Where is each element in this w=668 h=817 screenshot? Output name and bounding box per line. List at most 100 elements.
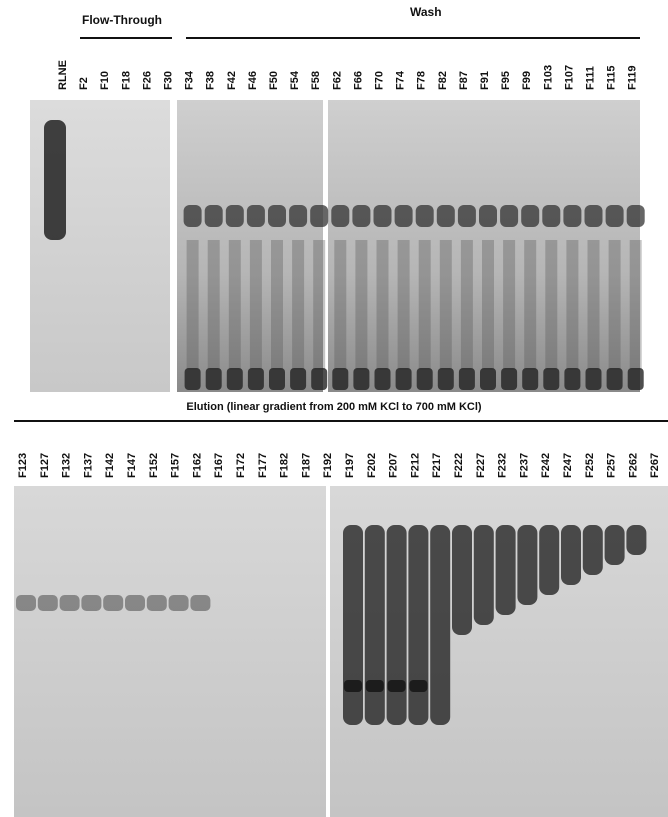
lane-label: F18 — [120, 71, 132, 90]
lane-label: F107 — [563, 65, 575, 90]
lane-label: F267 — [649, 453, 661, 478]
lane-label: F162 — [191, 453, 203, 478]
gel-smear — [561, 525, 581, 585]
gel-band — [37, 595, 58, 611]
gel-band — [374, 368, 391, 390]
gel-smear — [249, 240, 262, 370]
lane-label: F119 — [627, 66, 639, 90]
gel-smear — [582, 525, 603, 575]
lane-label: F50 — [268, 71, 280, 90]
gel-band — [605, 205, 624, 227]
gel-smear — [482, 240, 494, 370]
gel-smear — [626, 525, 647, 555]
gel-band — [394, 205, 413, 227]
lane-label: F207 — [388, 453, 400, 478]
gel-band — [16, 595, 36, 611]
gel-band — [373, 205, 392, 227]
gel-band — [168, 595, 189, 611]
gel-band — [146, 595, 167, 611]
lane-label: F58 — [310, 71, 322, 90]
gel-band — [352, 205, 371, 227]
gel-band — [564, 368, 581, 390]
gel-band — [184, 368, 201, 390]
gel-smear — [460, 240, 473, 370]
lane-label: F46 — [247, 71, 259, 90]
gel-band — [584, 205, 603, 227]
lane-label: F242 — [540, 453, 552, 478]
lane-label: F2 — [78, 77, 90, 90]
gel-smear — [292, 240, 305, 370]
gel-smear — [517, 525, 538, 605]
gel-smear — [397, 240, 410, 370]
elution-caption: Elution (linear gradient from 200 mM KCl… — [186, 401, 482, 413]
lane-label: F222 — [453, 453, 465, 478]
gel-band — [205, 368, 222, 390]
gel-band — [416, 368, 433, 390]
gel-band — [246, 205, 265, 227]
gel-band — [332, 368, 349, 390]
gel-band — [125, 595, 145, 611]
lane-label: F177 — [257, 453, 269, 478]
lane-label: F157 — [170, 453, 182, 478]
lane-label: RLNE — [57, 60, 69, 90]
gel-smear — [186, 240, 199, 370]
lane-label: F95 — [500, 71, 512, 90]
gel-band — [310, 205, 329, 227]
gel-smear — [566, 240, 579, 370]
lane-label: F87 — [458, 71, 470, 90]
lane-label: F82 — [437, 71, 449, 90]
gel-band — [500, 205, 519, 227]
lane-label: F132 — [61, 453, 73, 478]
lane-label: F127 — [39, 453, 51, 478]
gel-band — [626, 205, 645, 227]
lane-label: F167 — [213, 453, 225, 478]
lane-label: F262 — [627, 453, 639, 478]
gel-band — [458, 368, 475, 390]
gel-smear — [207, 240, 220, 370]
lane-label: F70 — [374, 71, 386, 90]
gel-smear — [608, 240, 621, 370]
gel-band — [387, 680, 406, 692]
gel-band — [103, 595, 124, 611]
lane-label: F152 — [148, 453, 160, 478]
lane-label: F38 — [205, 71, 217, 90]
gel-band — [331, 205, 350, 227]
gel-band — [395, 368, 412, 390]
lane-label: F187 — [300, 453, 312, 478]
gel-panel — [328, 100, 640, 392]
lane-label: F147 — [126, 453, 138, 478]
gel-smear — [228, 240, 241, 370]
gel-band — [204, 205, 223, 227]
gel-band — [457, 205, 476, 227]
gel-smear — [408, 525, 429, 725]
lane-label: F232 — [497, 453, 509, 478]
lane-label: F172 — [235, 453, 247, 478]
lane-label: F99 — [521, 71, 533, 90]
gel-panel — [177, 100, 323, 392]
gel-band — [344, 680, 362, 692]
gel-panel — [14, 486, 326, 817]
gel-band — [247, 368, 264, 390]
gel-band — [59, 595, 80, 611]
gel-smear — [524, 240, 537, 370]
gel-band — [225, 205, 244, 227]
gel-band — [289, 205, 308, 227]
lane-label: F252 — [584, 453, 596, 478]
lane-label: F142 — [104, 453, 116, 478]
lane-label: F212 — [409, 453, 421, 478]
lane-label: F227 — [475, 453, 487, 478]
lane-label: F247 — [562, 453, 574, 478]
gel-smear — [430, 525, 451, 725]
gel-smear — [503, 240, 516, 370]
lane-label: F197 — [344, 453, 356, 478]
lane-label: F115 — [606, 66, 618, 90]
gel-band — [522, 368, 539, 390]
lane-label: F34 — [184, 70, 196, 90]
gel-band — [480, 368, 496, 390]
flow-through-label: Flow-Through — [82, 13, 162, 27]
gel-smear — [271, 240, 283, 370]
lane-label: F137 — [82, 453, 94, 478]
gel-band — [269, 368, 285, 390]
gel-smear — [495, 525, 516, 615]
gel-smear — [452, 525, 472, 635]
